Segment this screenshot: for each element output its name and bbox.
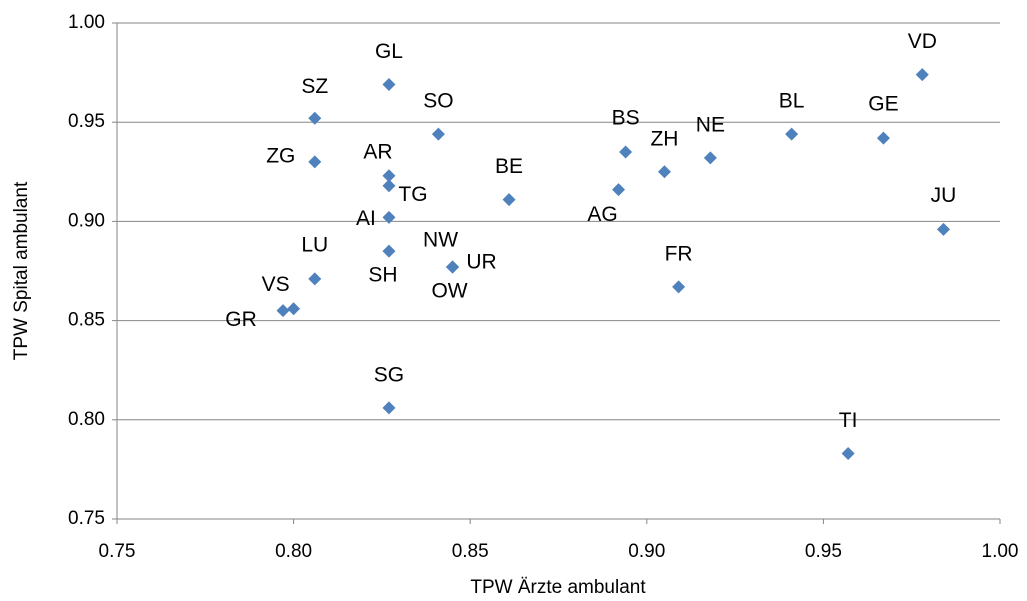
x-tick-label: 0.85 <box>452 541 489 562</box>
point <box>382 169 396 183</box>
y-axis-label: TPW Spital ambulant <box>11 181 32 360</box>
point <box>672 280 686 294</box>
point-label: ZG <box>266 144 295 167</box>
point <box>382 210 396 224</box>
point-label: AR <box>363 140 392 163</box>
x-tick-label: 0.75 <box>99 541 136 562</box>
point-label: UR <box>466 251 496 274</box>
x-axis-label: TPW Ärzte ambulant <box>470 577 646 598</box>
point-label: TI <box>839 409 858 432</box>
point <box>841 447 855 461</box>
y-tick-label: 0.80 <box>68 409 105 430</box>
point <box>382 78 396 92</box>
point-label: FR <box>665 242 693 265</box>
point <box>936 222 950 236</box>
point-label: VS <box>262 273 290 296</box>
point-label: BS <box>612 107 640 130</box>
point <box>308 155 322 169</box>
point-label: GR <box>225 308 257 331</box>
point-label: BL <box>779 90 805 113</box>
x-tick-label: 0.95 <box>805 541 842 562</box>
point-label: BE <box>495 155 523 178</box>
point <box>619 145 633 159</box>
point <box>276 304 290 318</box>
x-tick-label: 0.80 <box>275 541 312 562</box>
point <box>876 131 890 145</box>
point <box>382 401 396 415</box>
point-label: SO <box>423 90 453 113</box>
point-label: SH <box>368 264 397 287</box>
point <box>785 127 799 141</box>
point <box>308 272 322 286</box>
point <box>612 183 626 197</box>
point <box>915 68 929 82</box>
point-label: NE <box>696 113 725 136</box>
y-tick-label: 0.85 <box>68 310 105 331</box>
x-tick-label: 0.90 <box>628 541 665 562</box>
point <box>382 244 396 258</box>
point <box>446 260 460 274</box>
point-label: JU <box>931 184 957 207</box>
point-label: GL <box>375 40 403 63</box>
point <box>703 151 717 165</box>
point <box>502 193 516 207</box>
point <box>308 111 322 125</box>
point-label: ZH <box>650 127 678 150</box>
point-label: SG <box>374 363 404 386</box>
point-label: AG <box>587 203 617 226</box>
point-label: TG <box>398 183 427 206</box>
point <box>431 127 445 141</box>
point-label: SZ <box>301 75 328 98</box>
y-tick-label: 0.90 <box>68 210 105 231</box>
point-label: OW <box>431 280 467 303</box>
point <box>287 302 301 316</box>
point-label: LU <box>301 233 328 256</box>
point-label: VD <box>908 30 937 53</box>
point-label: NW <box>423 229 458 252</box>
point <box>382 179 396 193</box>
y-tick-label: 1.00 <box>68 12 105 33</box>
y-tick-label: 0.95 <box>68 111 105 132</box>
point-label: GE <box>868 93 898 116</box>
y-tick-label: 0.75 <box>68 508 105 529</box>
point-label: AI <box>356 207 376 230</box>
x-tick-label: 1.00 <box>982 541 1019 562</box>
point <box>657 165 671 179</box>
